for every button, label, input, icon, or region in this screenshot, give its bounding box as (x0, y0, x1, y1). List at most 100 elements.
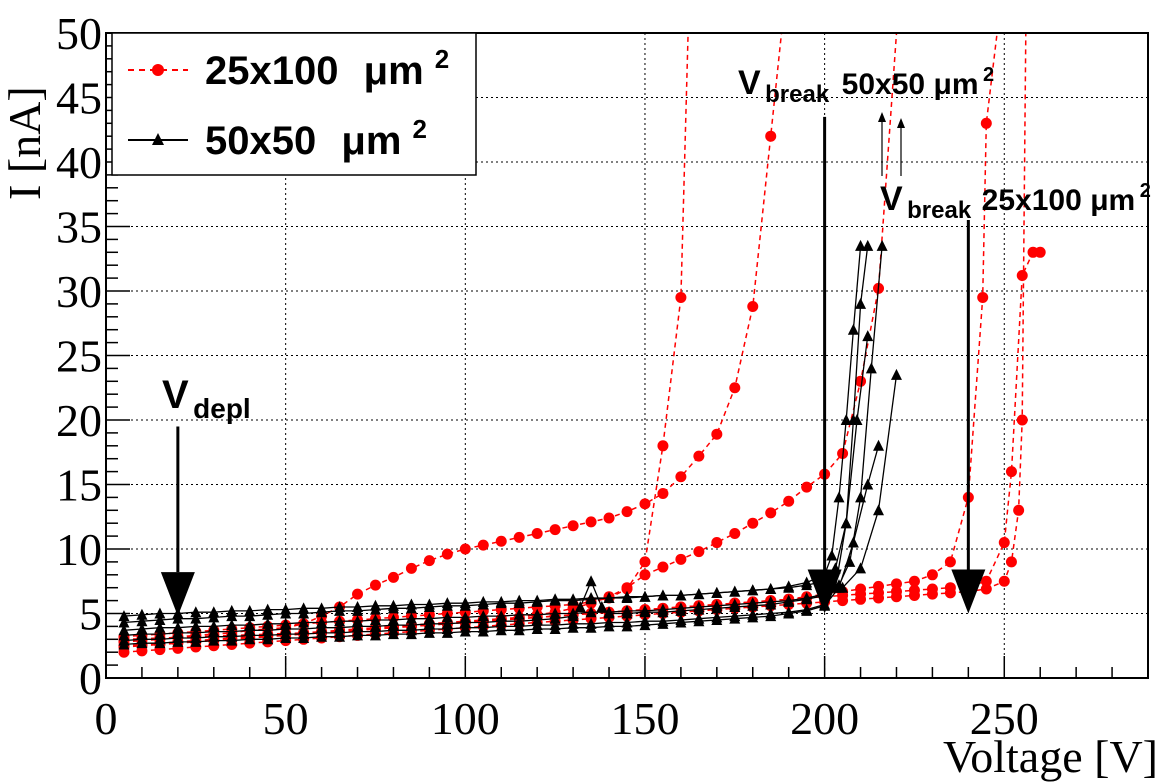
data-point (172, 635, 184, 647)
data-point (711, 586, 723, 598)
data-point (585, 575, 597, 587)
data-point (944, 587, 956, 599)
data-point (621, 582, 633, 594)
vbreak-50x50-unit: μm (934, 68, 979, 101)
data-point (441, 599, 453, 611)
data-point (477, 625, 489, 637)
data-point (675, 616, 687, 628)
data-point (513, 531, 525, 543)
legend-25x100-unit: μm (364, 49, 424, 93)
series-50x50-c (118, 239, 888, 636)
data-point (837, 595, 849, 607)
data-point (657, 440, 669, 452)
data-point (405, 602, 417, 614)
data-point (549, 524, 561, 536)
data-point (639, 556, 651, 568)
data-point (783, 595, 795, 607)
data-point (405, 628, 417, 640)
vbreak-25x100-size: 25x100 (982, 184, 1082, 217)
data-point (729, 382, 741, 394)
data-point (862, 239, 874, 251)
data-point (855, 593, 867, 605)
data-point (190, 620, 202, 632)
data-point (801, 593, 813, 605)
data-point (944, 556, 956, 568)
data-point (477, 610, 489, 622)
data-point (298, 607, 310, 619)
data-point (855, 239, 867, 251)
x-tick-label: 200 (790, 693, 859, 744)
data-point (405, 612, 417, 624)
data-point (747, 300, 759, 312)
vbreak-25x100-sub: break (907, 197, 972, 224)
data-point (423, 555, 435, 567)
data-point (847, 323, 859, 335)
data-point (531, 528, 543, 540)
data-point (585, 621, 597, 633)
data-point (172, 612, 184, 624)
series-25x100-e (118, 246, 1046, 653)
y-tick-label: 25 (56, 331, 102, 382)
data-point (244, 633, 256, 645)
vbreak-50x50-arrow-head (807, 569, 842, 614)
series-50x50-a (118, 239, 867, 622)
data-point (603, 620, 615, 632)
data-point (1016, 414, 1028, 426)
data-point (873, 504, 885, 516)
axis-tick-labels: 0 50 100 150 200 250 0 5 10 15 20 25 30 35 40 45 50 (56, 8, 1039, 744)
data-point (765, 507, 777, 519)
annotations (160, 112, 986, 617)
data-point (847, 536, 859, 548)
data-point (747, 599, 759, 611)
data-point (783, 495, 795, 507)
data-point (567, 610, 579, 622)
data-point (657, 589, 669, 601)
data-point (908, 589, 920, 601)
data-point (711, 537, 723, 549)
data-point (316, 630, 328, 642)
data-point (1005, 466, 1017, 478)
vbreak-50x50-sup: 2 (983, 64, 994, 86)
y-tick-label: 20 (56, 395, 102, 446)
data-point (840, 414, 852, 425)
data-point (316, 606, 328, 618)
data-point (747, 517, 759, 529)
data-point (926, 588, 938, 600)
data-point (862, 478, 874, 490)
data-point (890, 368, 902, 380)
legend-25x100-sup: 2 (435, 44, 449, 74)
data-point (585, 606, 597, 618)
data-point (639, 590, 651, 602)
data-point (136, 637, 148, 649)
data-point (513, 597, 525, 609)
data-point (693, 450, 705, 462)
data-point (352, 588, 364, 600)
data-point (783, 581, 795, 593)
data-point (980, 575, 992, 587)
data-point (657, 561, 669, 573)
data-point (369, 629, 381, 641)
y-axis-title: I [nA] (0, 86, 50, 200)
data-point (603, 592, 615, 604)
data-point (495, 597, 507, 609)
y-tick-label: 0 (79, 653, 102, 704)
data-point (729, 528, 741, 540)
vbreak-50x50-v: V (738, 64, 761, 102)
data-point (1016, 270, 1028, 282)
data-point (890, 578, 902, 590)
series-line (123, 245, 883, 631)
data-point (459, 625, 471, 637)
data-point (549, 622, 561, 634)
data-point (262, 633, 274, 645)
data-point (873, 439, 885, 451)
data-point (675, 291, 687, 303)
data-point (596, 601, 608, 613)
data-point (352, 604, 364, 616)
vbreak-50x50-size: 50x50 (842, 68, 925, 101)
data-point (352, 629, 364, 641)
data-point (1005, 556, 1017, 568)
data-point (280, 632, 292, 644)
data-point (675, 589, 687, 601)
data-point (801, 604, 813, 616)
data-point (675, 553, 687, 565)
